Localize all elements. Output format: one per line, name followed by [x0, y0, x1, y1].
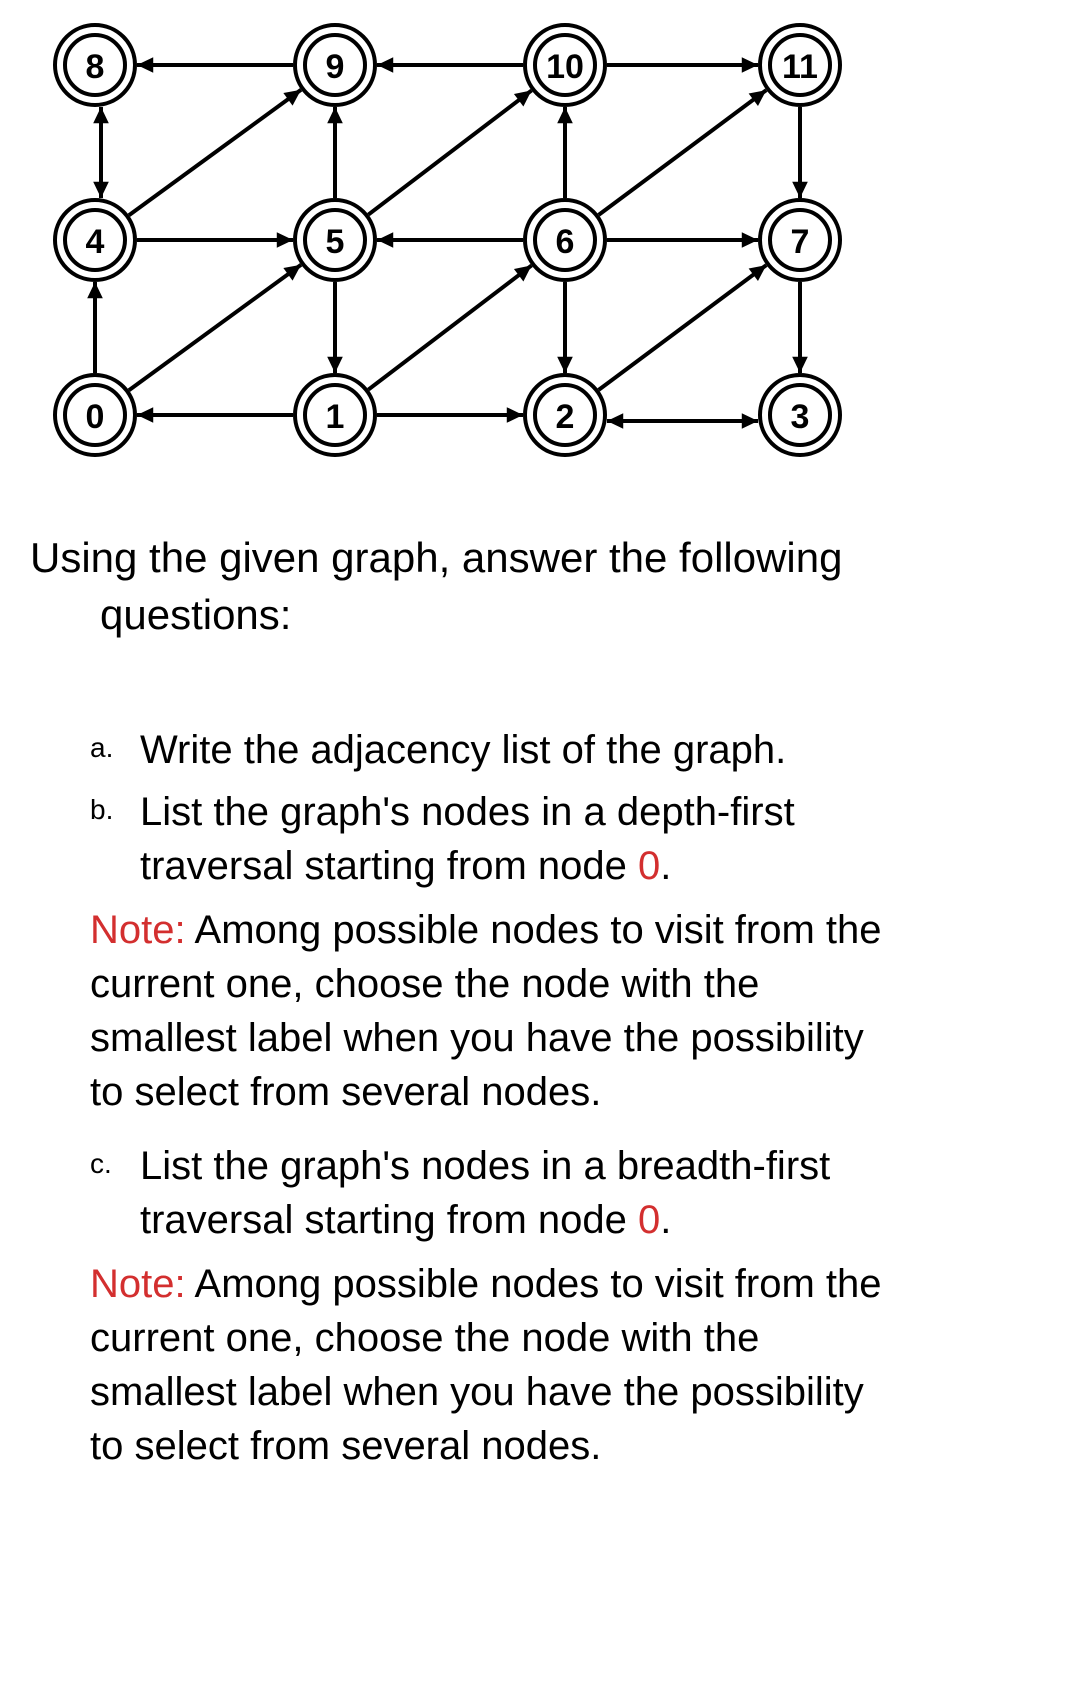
marker-a: a. [90, 729, 113, 767]
node-label: 5 [326, 223, 345, 261]
graph-container: 8 9 10 11 4 5 6 7 0 1 2 3 [0, 0, 1080, 500]
node-7: 7 [760, 200, 840, 280]
note-c: Note: Among possible nodes to visit from… [90, 1257, 1050, 1473]
edge-arrow [557, 107, 573, 123]
qb-line1: List the graph's nodes in a depth-first [140, 790, 795, 834]
intro-line2: questions: [30, 587, 1050, 644]
edge-arrow [742, 232, 758, 248]
question-b: b. List the graph's nodes in a depth-fir… [90, 785, 1050, 893]
note-c-label: Note: [90, 1262, 186, 1306]
edges-layer [87, 57, 808, 429]
node-label: 1 [326, 398, 345, 436]
intro-line1: Using the given graph, answer the follow… [30, 534, 842, 581]
qc-period: . [660, 1198, 671, 1242]
note-b-rest1: Among possible nodes to visit from the [186, 908, 882, 952]
node-label: 0 [86, 398, 105, 436]
node-label: 10 [546, 48, 584, 86]
edge [368, 90, 531, 214]
question-c: c. List the graph's nodes in a breadth-f… [90, 1139, 1050, 1247]
edge-arrow [283, 90, 301, 106]
note-b-label: Note: [90, 908, 186, 952]
node-label: 9 [326, 48, 345, 86]
node-10: 10 [525, 25, 605, 105]
qb-line2: traversal starting from node [140, 844, 638, 888]
node-label: 11 [782, 48, 818, 86]
edge [368, 265, 531, 389]
edge-arrow [277, 232, 293, 248]
note-b-line4: to select from several nodes. [90, 1070, 601, 1114]
question-block: Using the given graph, answer the follow… [0, 530, 1080, 1543]
node-1: 1 [295, 375, 375, 455]
qb-period: . [660, 844, 671, 888]
node-9: 9 [295, 25, 375, 105]
qb-zero: 0 [638, 844, 660, 888]
edge-arrow [327, 357, 343, 373]
edge-arrow [507, 407, 523, 423]
edge [129, 90, 301, 216]
edge-arrow [792, 357, 808, 373]
qc-line2: traversal starting from node [140, 1198, 638, 1242]
page-root: 8 9 10 11 4 5 6 7 0 1 2 3 Using the given graph, an… [0, 0, 1080, 1543]
question-list-c: c. List the graph's nodes in a breadth-f… [30, 1139, 1050, 1247]
note-c-rest1: Among possible nodes to visit from the [186, 1262, 882, 1306]
question-a: a. Write the adjacency list of the graph… [90, 723, 1050, 777]
node-11: 11 [760, 25, 840, 105]
edge [599, 90, 767, 215]
qc-zero: 0 [638, 1198, 660, 1242]
edge-arrow [87, 282, 103, 298]
node-6: 6 [525, 200, 605, 280]
qc-line1: List the graph's nodes in a breadth-firs… [140, 1144, 830, 1188]
edge [599, 265, 767, 390]
edge-arrow [137, 407, 153, 423]
node-label: 2 [556, 398, 575, 436]
edge-arrow [607, 413, 623, 429]
node-3: 3 [760, 375, 840, 455]
note-b-line2: current one, choose the node with the [90, 962, 759, 1006]
edge-arrow [792, 182, 808, 198]
note-b: Note: Among possible nodes to visit from… [90, 903, 1050, 1119]
node-4: 4 [55, 200, 135, 280]
node-0: 0 [55, 375, 135, 455]
qa-text: Write the adjacency list of the graph. [140, 728, 786, 772]
node-label: 4 [86, 223, 105, 261]
edge-arrow [557, 357, 573, 373]
edge [129, 265, 301, 391]
node-label: 8 [86, 48, 105, 86]
note-c-line3: smallest label when you have the possibi… [90, 1370, 864, 1414]
marker-b: b. [90, 791, 113, 829]
edge-arrow [377, 232, 393, 248]
node-label: 3 [791, 398, 810, 436]
node-8: 8 [55, 25, 135, 105]
edge-arrow [93, 182, 109, 198]
edge-arrow [742, 57, 758, 73]
note-c-line2: current one, choose the node with the [90, 1316, 759, 1360]
node-label: 7 [791, 223, 810, 261]
note-b-line3: smallest label when you have the possibi… [90, 1016, 864, 1060]
question-list: a. Write the adjacency list of the graph… [30, 723, 1050, 893]
node-5: 5 [295, 200, 375, 280]
edge-arrow [283, 265, 301, 281]
edge-arrow [327, 107, 343, 123]
graph-svg: 8 9 10 11 4 5 6 7 0 1 2 3 [0, 10, 900, 470]
node-label: 6 [556, 223, 575, 261]
note-c-line4: to select from several nodes. [90, 1424, 601, 1468]
intro-text: Using the given graph, answer the follow… [30, 530, 1050, 643]
edge-arrow [137, 57, 153, 73]
marker-c: c. [90, 1145, 112, 1183]
node-2: 2 [525, 375, 605, 455]
edge-arrow [377, 57, 393, 73]
